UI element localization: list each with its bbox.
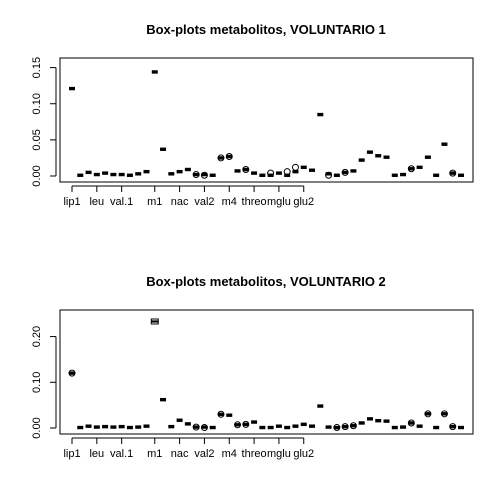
- x-tick-label: m4: [222, 196, 237, 208]
- x-tick-label: threo: [242, 196, 267, 208]
- outlier-point: [192, 423, 200, 431]
- y-tick-label: 0.10: [31, 372, 43, 393]
- outlier-point: [333, 424, 341, 432]
- outlier-point: [200, 424, 208, 432]
- outlier-point: [325, 171, 333, 179]
- outlier-point: [407, 419, 415, 427]
- chart-title-1: Box-plots metabolitos, VOLUNTARIO 1: [146, 22, 386, 37]
- outlier-point: [407, 165, 415, 173]
- outlier-point: [192, 171, 200, 179]
- outlier-point: [449, 169, 457, 177]
- x-tick-label: mglu: [267, 448, 291, 460]
- x-tick-label: threo: [242, 448, 267, 460]
- y-tick-label: 0.20: [31, 326, 43, 347]
- outlier-point: [283, 168, 291, 176]
- y-tick-label: 0.10: [31, 93, 43, 114]
- outlier-point: [242, 165, 250, 173]
- x-tick-label: m1: [147, 448, 162, 460]
- boxes-1: [69, 70, 464, 179]
- plot-frame-1: [59, 57, 474, 183]
- outlier-point: [424, 410, 432, 418]
- outlier-point: [68, 369, 76, 377]
- x-tick-label: nac: [171, 448, 189, 460]
- plot-frame-2: [59, 309, 474, 435]
- y-tick-label: 0.00: [31, 165, 43, 186]
- y-axis-2: 0.00 0.10 0.20: [31, 326, 57, 439]
- x-tick-label: lip1: [63, 448, 80, 460]
- outlier-point: [341, 423, 349, 431]
- x-tick-label: val2: [194, 196, 214, 208]
- outlier-point: [234, 421, 242, 429]
- outlier-point: [349, 422, 357, 430]
- outlier-point: [291, 163, 299, 171]
- x-tick-label: mglu: [267, 196, 291, 208]
- chart-title-2: Box-plots metabolitos, VOLUNTARIO 2: [146, 274, 386, 289]
- outlier-point: [217, 410, 225, 418]
- x-tick-label: nac: [171, 196, 189, 208]
- x-tick-label: val2: [194, 448, 214, 460]
- outlier-point: [200, 171, 208, 179]
- x-tick-label: val.1: [110, 448, 133, 460]
- chart-panel-1: Box-plots metabolitos, VOLUNTARIO 1 0.00…: [31, 22, 474, 208]
- x-tick-label: glu2: [293, 448, 314, 460]
- outlier-point: [449, 423, 457, 431]
- outlier-point: [341, 168, 349, 176]
- y-axis-1: 0.00 0.05 0.10 0.15: [31, 57, 57, 187]
- x-tick-label: m1: [147, 196, 162, 208]
- outlier-point: [267, 169, 275, 177]
- outlier-point: [440, 410, 448, 418]
- x-axis-2: lip1 leu val.1 m1 nac val2 m4 threo mglu glu2: [63, 437, 314, 460]
- outlier-point: [225, 152, 233, 160]
- x-tick-label: lip1: [63, 196, 80, 208]
- outlier-point: [242, 420, 250, 428]
- chart-panel-2: Box-plots metabolitos, VOLUNTARIO 2 0.00…: [31, 274, 474, 460]
- x-tick-label: glu2: [293, 196, 314, 208]
- y-tick-label: 0.15: [31, 57, 43, 78]
- y-tick-label: 0.00: [31, 417, 43, 438]
- boxes-2: [68, 318, 464, 432]
- x-tick-label: m4: [222, 448, 237, 460]
- y-tick-label: 0.05: [31, 129, 43, 150]
- x-tick-label: leu: [89, 196, 104, 208]
- x-axis-1: lip1 leu val.1 m1 nac val2 m4 threo mglu glu2: [63, 185, 314, 208]
- x-tick-label: val.1: [110, 196, 133, 208]
- x-tick-label: leu: [89, 448, 104, 460]
- outlier-point: [217, 154, 225, 162]
